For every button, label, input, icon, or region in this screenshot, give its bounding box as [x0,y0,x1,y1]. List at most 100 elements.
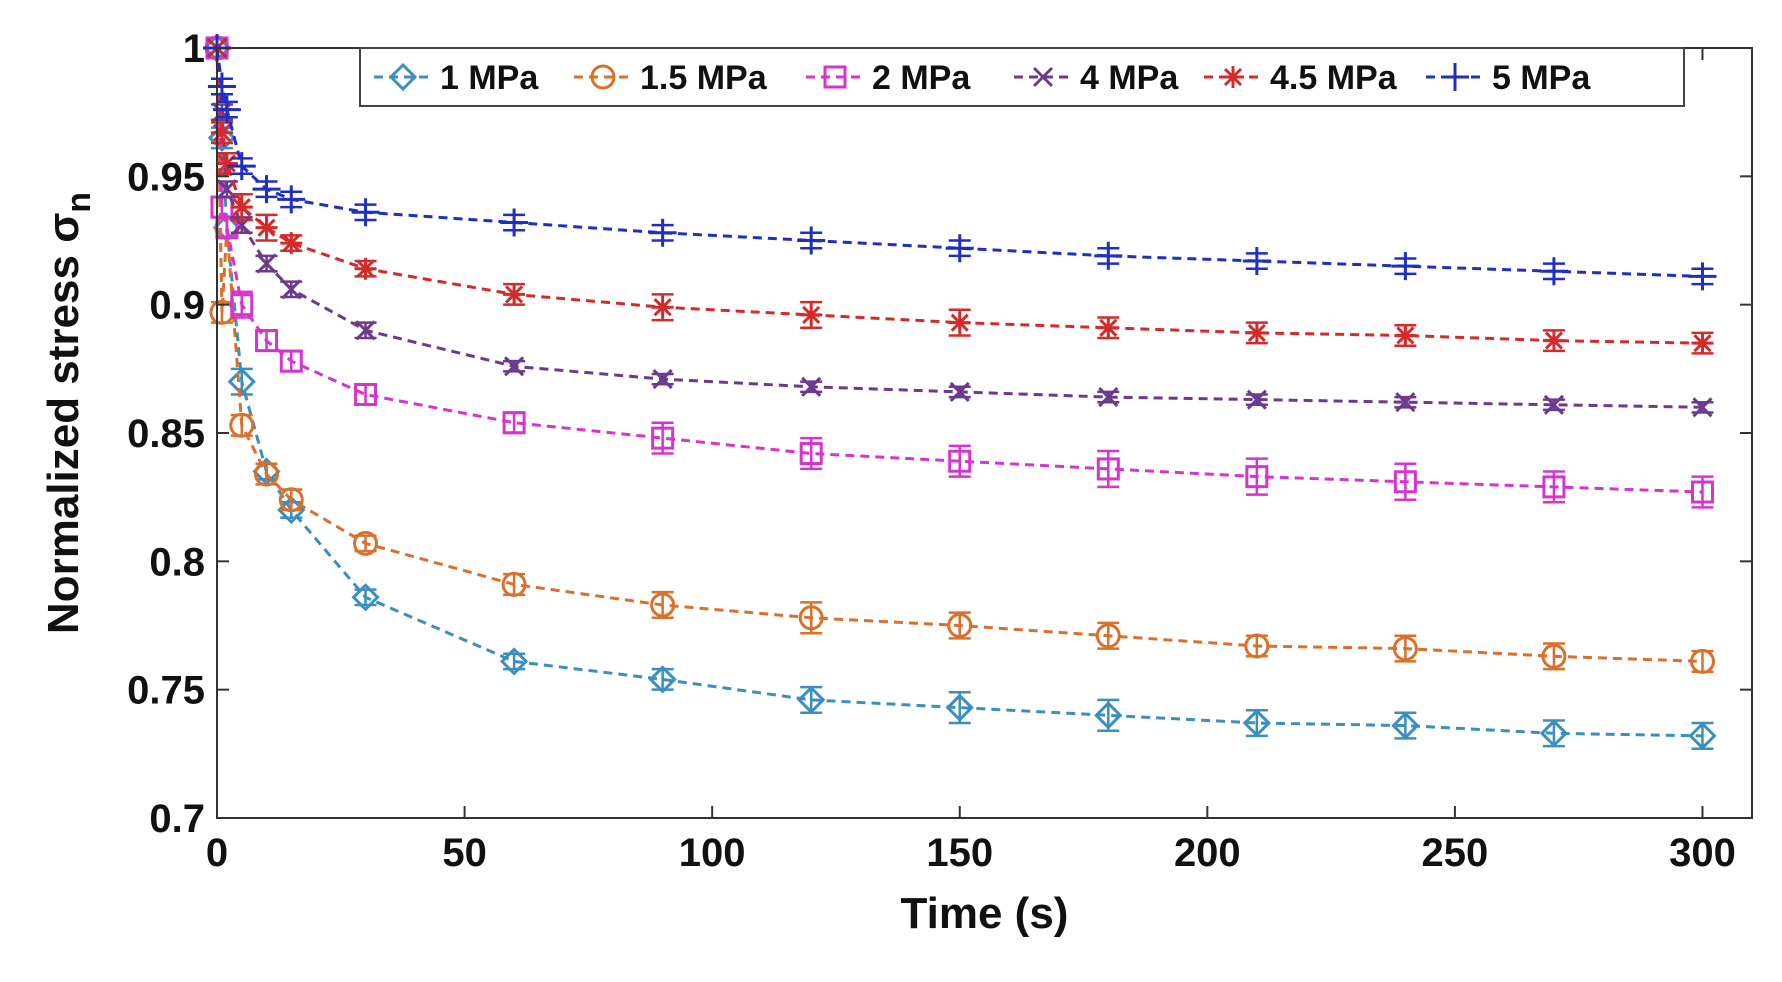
legend-label: 5 MPa [1492,59,1591,97]
legend-marker [823,65,847,89]
series-5-mpa [203,34,1717,291]
data-point [801,376,822,397]
data-point [1246,389,1267,410]
data-point [230,196,253,219]
series-line [215,47,1703,738]
data-point [798,605,824,631]
data-point [277,185,306,214]
data-point [1539,257,1568,286]
series-1_5-mpa [204,35,1715,674]
data-point [650,592,676,618]
data-point [1095,623,1121,649]
x-tick-label: 250 [1422,831,1489,875]
legend-label: 2 MPa [872,59,971,97]
data-point [1245,321,1268,344]
legend-item: 4 MPa [1014,59,1179,97]
data-point [799,442,823,466]
data-point [281,279,302,300]
error-bar [1542,642,1565,671]
data-point [648,665,677,694]
error-bar [1394,462,1417,501]
series-2-mpa [205,36,1714,509]
data-point [1543,394,1565,415]
data-point [278,487,304,513]
data-point [945,693,974,722]
error-bar [354,588,377,607]
data-point [1242,708,1271,738]
data-point [255,329,279,353]
y-axis-title-subscript: n [60,192,98,213]
y-tick-label: 0.8 [149,540,205,584]
data-point [256,253,277,274]
series-layer [202,33,1717,750]
data-point [797,685,826,715]
data-point [210,121,233,144]
data-point [1094,701,1123,730]
data-point [947,613,973,638]
y-tick-label: 1 [183,27,205,71]
data-point [254,461,280,487]
legend: 1 MPa 1.5 MPa 2 MPa 4 MPa 4.5 MPa 5 MPa [359,47,1685,107]
data-point [353,530,379,556]
legend-label: 4.5 MPa [1270,59,1398,97]
data-point [948,449,972,473]
error-bar [651,590,674,620]
data-point [800,303,823,326]
data-point [252,175,281,204]
data-point [354,257,377,280]
y-tick-label: 0.7 [149,797,205,841]
data-point [1392,636,1418,662]
data-point [1096,457,1120,481]
legend-label: 1 MPa [440,59,539,97]
ticks-layer: 0 50 100 150 200 250 300 0.7 0.75 0.8 0.85 0.9 0.95 1 [127,27,1752,875]
data-point [227,152,256,181]
data-point [215,152,238,175]
data-point [651,426,675,450]
data-point [1395,392,1416,413]
data-point [1692,397,1713,418]
legend-label: 1.5 MPa [640,59,768,97]
series-4-mpa [206,37,1714,418]
data-point [648,218,677,247]
x-tick-label: 300 [1669,831,1736,875]
x-axis-title: Time (s) [901,889,1069,938]
data-point [1691,332,1714,355]
error-bar [948,611,971,640]
data-point [652,369,673,390]
series-line [215,47,1703,494]
data-point [279,349,303,373]
series-line [215,47,1703,345]
x-tick-label: 150 [926,831,993,875]
legend-marker [1441,63,1469,91]
data-point [1542,475,1566,499]
data-point [1689,648,1715,674]
error-bar [503,652,526,671]
data-point [1098,387,1119,408]
data-point [351,198,380,227]
data-point [797,226,826,255]
data-point [948,311,971,334]
series-line [215,47,1703,663]
data-point [949,381,970,402]
x-tick-label: 100 [679,831,746,875]
y-axis-title: Normalized stress σn [39,192,98,634]
data-point [1391,252,1420,281]
data-point [500,208,529,237]
y-tick-label: 0.75 [127,669,205,713]
y-tick-label: 0.9 [149,284,205,328]
x-tick-label: 0 [206,831,228,875]
data-point [1688,721,1717,750]
legend-item: 1.5 MPa [574,59,768,97]
legend-marker [590,64,616,90]
series-4_5-mpa [206,37,1714,355]
error-bar [1097,449,1120,489]
data-point [207,72,236,101]
legend-marker [388,62,418,92]
data-point [945,234,974,263]
data-point [1542,329,1565,352]
data-point [354,383,378,406]
data-point [230,293,254,317]
data-point [502,411,526,435]
data-point [351,583,380,612]
